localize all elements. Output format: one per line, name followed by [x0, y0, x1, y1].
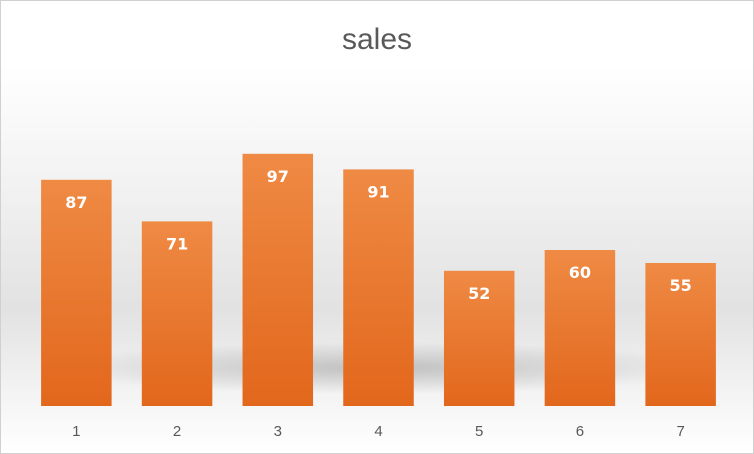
bar-1: [41, 179, 112, 406]
data-label-5: 52: [468, 284, 490, 303]
bar-2: [141, 221, 213, 406]
data-label-2: 71: [166, 234, 188, 253]
x-tick-label-5: 5: [475, 423, 483, 440]
data-label-4: 91: [367, 182, 389, 201]
data-label-7: 55: [670, 276, 692, 295]
x-tick-labels-group: 1 2 3 4 5 6 7: [72, 423, 685, 440]
bar-5: [443, 270, 515, 406]
bar-6: [544, 250, 616, 406]
data-labels-group: 87 71 97 91 52 60 55: [65, 167, 692, 303]
x-tick-label-2: 2: [173, 423, 181, 440]
x-tick-label-1: 1: [72, 423, 80, 440]
bar-3: [242, 153, 314, 406]
x-tick-label-3: 3: [274, 423, 282, 440]
bar-7: [645, 263, 716, 406]
data-label-3: 97: [267, 167, 289, 186]
x-tick-label-6: 6: [576, 423, 584, 440]
chart-title: sales: [341, 23, 413, 56]
bars-group: [41, 153, 716, 406]
x-tick-label-4: 4: [374, 423, 382, 440]
bar-4: [343, 169, 414, 406]
x-tick-label-7: 7: [676, 423, 684, 440]
data-label-1: 87: [65, 193, 87, 212]
data-label-6: 60: [569, 263, 591, 282]
